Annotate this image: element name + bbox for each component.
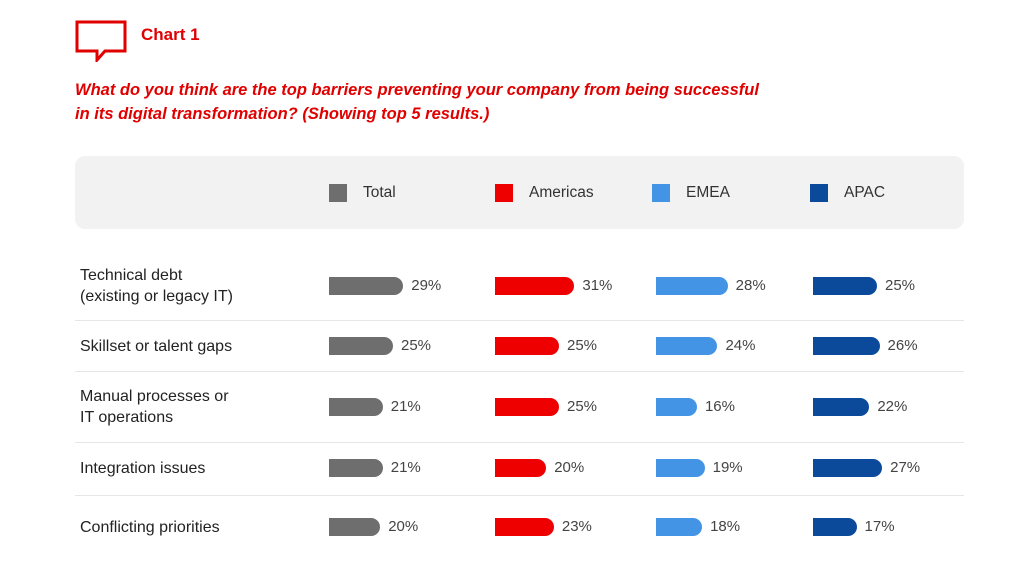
bar-apac-integration-issues <box>813 459 883 477</box>
bar-value-label: 27% <box>890 459 921 476</box>
bar-value-label: 19% <box>712 459 743 476</box>
bar-americas-manual-processes-or <box>495 398 559 416</box>
bar-value-label: 20% <box>388 518 419 535</box>
bar-total-manual-processes-or <box>329 398 383 416</box>
row-divider <box>75 320 964 321</box>
bar-total-conflicting-priorities <box>329 518 381 536</box>
category-label: Technical debt (existing or legacy IT) <box>80 267 233 305</box>
legend-swatch-total <box>329 184 347 202</box>
bar-total-skillset-or-talent-gaps <box>329 337 393 355</box>
bar-apac-conflicting-priorities <box>813 518 857 536</box>
bar-emea-skillset-or-talent-gaps <box>656 337 718 355</box>
legend-swatch-apac <box>810 184 828 202</box>
bar-americas-integration-issues <box>495 459 547 477</box>
category-label: Manual processes or IT operations <box>80 388 229 426</box>
legend-label-emea: EMEA <box>686 184 730 201</box>
bar-apac-technical-debt <box>813 277 877 295</box>
bar-value-label: 25% <box>401 337 432 354</box>
bar-total-technical-debt <box>329 277 404 295</box>
row-divider <box>75 495 964 496</box>
bar-value-label: 22% <box>877 398 908 415</box>
row-divider <box>75 442 964 443</box>
category-label: Skillset or talent gaps <box>80 337 233 355</box>
bar-total-integration-issues <box>329 459 383 477</box>
chart-question: What do you think are the top barriers p… <box>75 81 759 123</box>
bar-emea-technical-debt <box>656 277 728 295</box>
legend-label-americas: Americas <box>529 184 594 201</box>
legend-item-emea: EMEA <box>652 184 730 202</box>
legend-swatch-americas <box>495 184 513 202</box>
bar-americas-technical-debt <box>495 277 575 295</box>
legend-label-total: Total <box>363 184 396 201</box>
legend-item-apac: APAC <box>810 184 885 202</box>
bar-value-label: 25% <box>567 398 598 415</box>
speech-bubble-icon <box>75 20 127 62</box>
row-divider <box>75 371 964 372</box>
bar-emea-manual-processes-or <box>656 398 697 416</box>
bar-value-label: 16% <box>704 398 735 415</box>
bar-value-label: 24% <box>725 337 756 354</box>
bar-value-label: 23% <box>561 518 592 535</box>
bar-value-label: 17% <box>864 518 895 535</box>
bar-value-label: 25% <box>885 277 916 294</box>
bar-value-label: 21% <box>390 459 421 476</box>
bar-americas-conflicting-priorities <box>495 518 554 536</box>
bar-value-label: 21% <box>390 398 421 415</box>
chart-label: Chart 1 <box>141 25 200 44</box>
bar-value-label: 20% <box>554 459 585 476</box>
legend-item-americas: Americas <box>495 184 594 202</box>
bar-emea-conflicting-priorities <box>656 518 703 536</box>
category-label: Conflicting priorities <box>80 518 220 536</box>
legend-swatch-emea <box>652 184 670 202</box>
bar-value-label: 29% <box>411 277 442 294</box>
bar-value-label: 18% <box>710 518 741 535</box>
legend: Total Americas EMEA APAC <box>75 156 964 229</box>
bar-value-label: 25% <box>567 337 598 354</box>
bar-value-label: 26% <box>887 337 918 354</box>
legend-label-apac: APAC <box>844 184 886 201</box>
bar-value-label: 28% <box>735 277 766 294</box>
bar-emea-integration-issues <box>656 459 705 477</box>
bar-apac-skillset-or-talent-gaps <box>813 337 880 355</box>
legend-item-total: Total <box>329 184 396 202</box>
bar-value-label: 31% <box>582 277 613 294</box>
category-label: Integration issues <box>80 459 206 477</box>
bar-apac-manual-processes-or <box>813 398 870 416</box>
bar-americas-skillset-or-talent-gaps <box>495 337 559 355</box>
